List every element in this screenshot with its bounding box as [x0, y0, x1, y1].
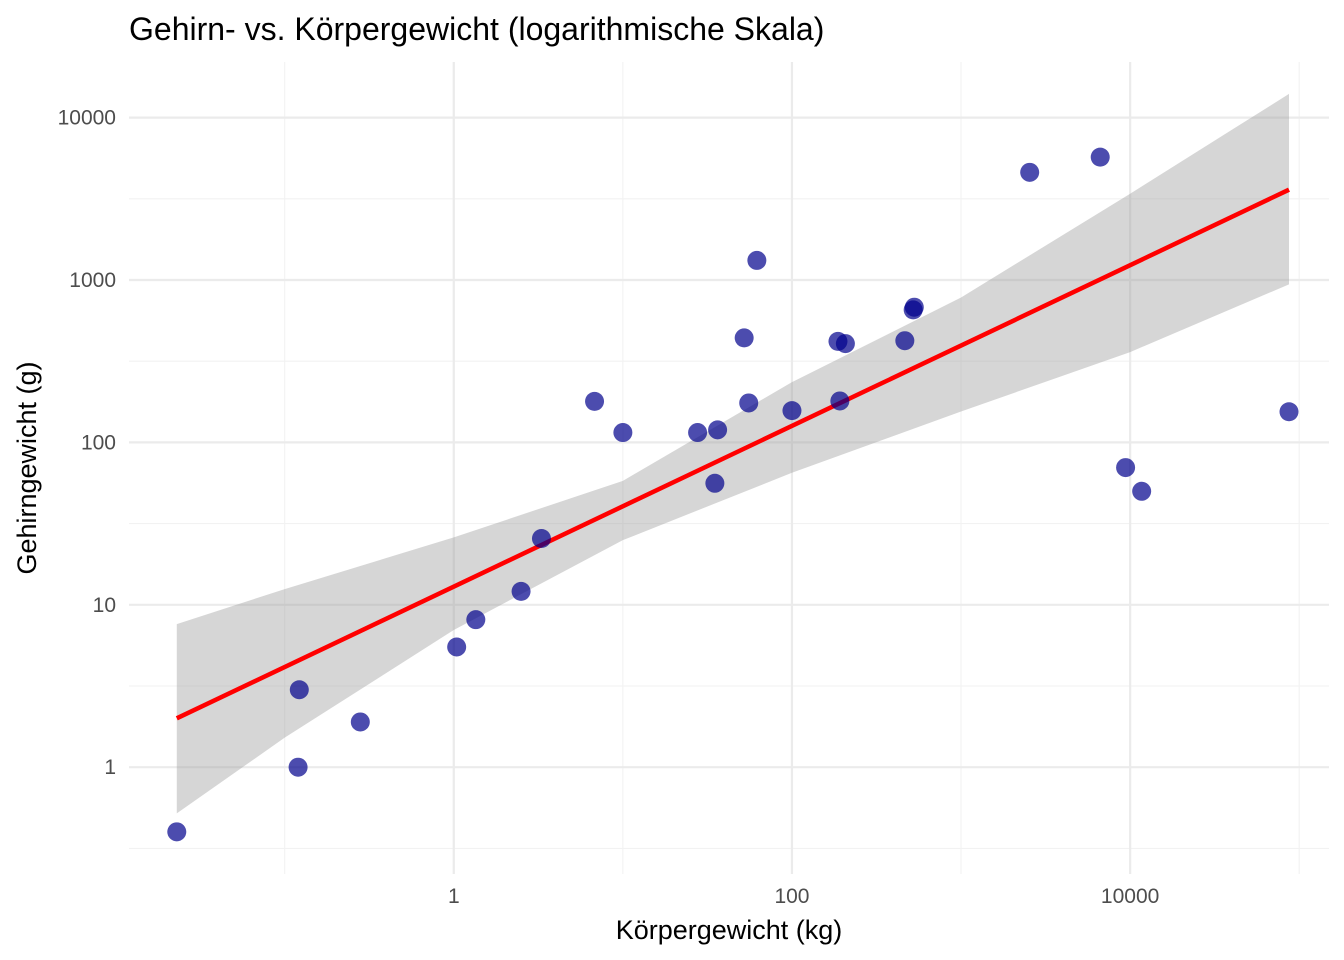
data-point [1132, 481, 1152, 501]
chart-title: Gehirn- vs. Körpergewicht (logarithmisch… [129, 11, 824, 47]
x-tick-label: 100 [774, 885, 809, 908]
x-tick-label: 1 [448, 885, 460, 908]
data-point [705, 473, 725, 493]
data-point [830, 391, 850, 411]
major-gridlines [129, 62, 1329, 874]
data-point [585, 391, 605, 411]
data-point [1020, 162, 1040, 182]
y-axis-ticks: 1 10 100 1000 10000 [58, 107, 116, 780]
minor-gridlines [129, 62, 1329, 874]
y-tick-label: 10 [93, 594, 116, 617]
data-point [739, 393, 759, 413]
data-point [1090, 147, 1110, 167]
data-point [613, 423, 633, 443]
y-tick-label: 10000 [58, 107, 116, 130]
data-point [904, 297, 924, 317]
data-point [782, 401, 802, 421]
data-point [350, 712, 370, 732]
data-point [531, 529, 551, 549]
data-point [466, 610, 486, 630]
data-point [1279, 402, 1299, 422]
y-tick-label: 1 [104, 756, 116, 779]
x-tick-label: 10000 [1101, 885, 1159, 908]
data-point [747, 250, 767, 270]
data-point [288, 757, 308, 777]
y-tick-label: 100 [81, 431, 116, 454]
y-tick-label: 1000 [69, 269, 116, 292]
data-point [511, 581, 531, 601]
data-point [289, 680, 309, 700]
y-axis-title: Gehirngewicht (g) [12, 361, 42, 574]
data-points [167, 147, 1299, 842]
data-point [167, 822, 187, 842]
data-point [708, 420, 728, 440]
data-point [835, 334, 855, 354]
x-axis-ticks: 1 100 10000 [448, 885, 1159, 908]
data-point [1116, 458, 1136, 478]
regression-line [175, 187, 1290, 721]
data-point [734, 328, 754, 348]
data-point [688, 423, 708, 443]
data-point [895, 331, 915, 351]
x-axis-title: Körpergewicht (kg) [616, 915, 843, 945]
data-point [447, 637, 467, 657]
